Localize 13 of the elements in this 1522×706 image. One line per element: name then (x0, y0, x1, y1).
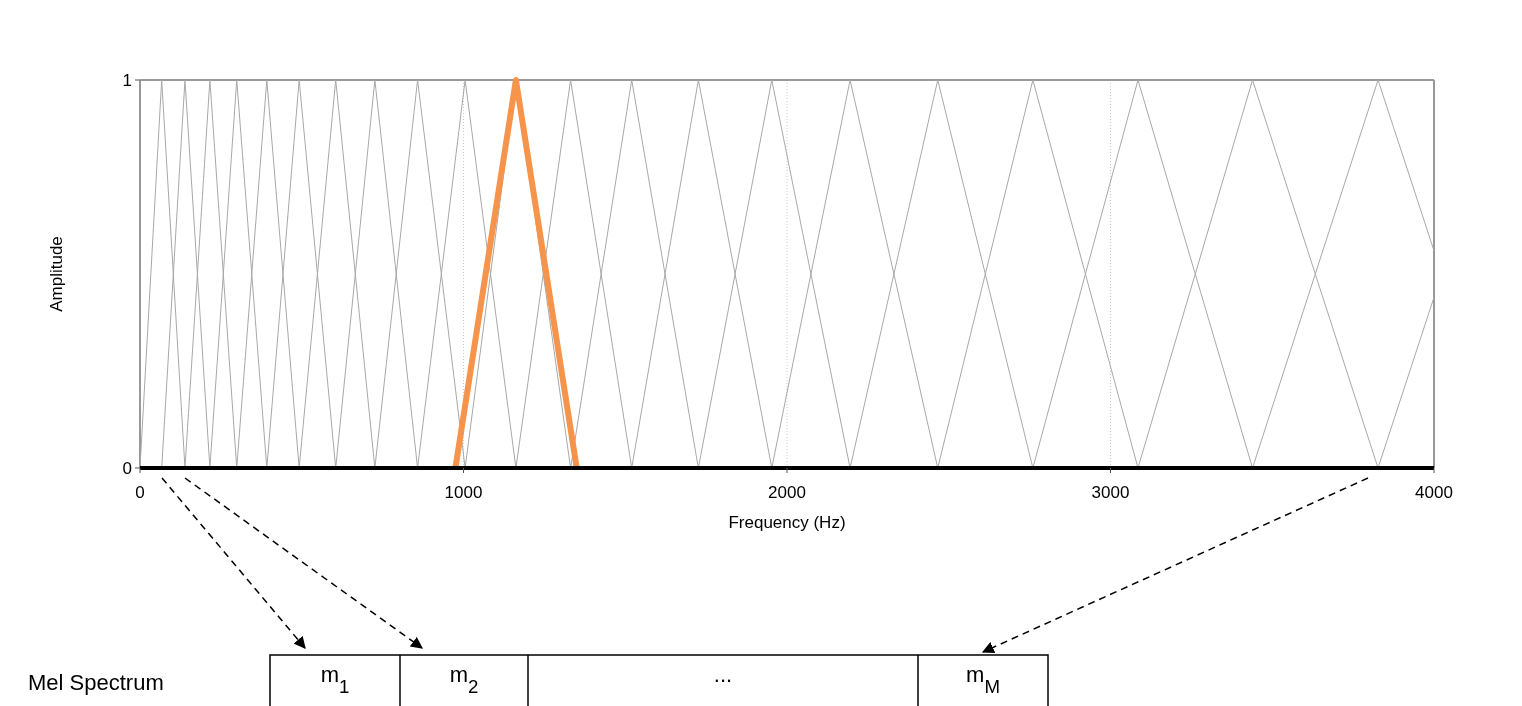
x-tick-label: 0 (135, 483, 145, 502)
x-axis-title: Frequency (Hz) (728, 513, 846, 532)
text: Mel Spectrum (28, 670, 164, 695)
y-axis-title: Amplitude (47, 236, 66, 312)
text: m$_{M}$ (966, 662, 1000, 697)
text: ... (713, 662, 733, 687)
x-tick-label: 2000 (768, 483, 806, 502)
x-tick-label: 1000 (444, 483, 483, 502)
text: m$_{1}$ (320, 662, 350, 697)
y-tick-label: 1 (122, 71, 132, 90)
x-tick-label: 3000 (1091, 483, 1130, 502)
text: m$_{2}$ (449, 662, 479, 697)
x-tick-label: 4000 (1415, 483, 1453, 502)
